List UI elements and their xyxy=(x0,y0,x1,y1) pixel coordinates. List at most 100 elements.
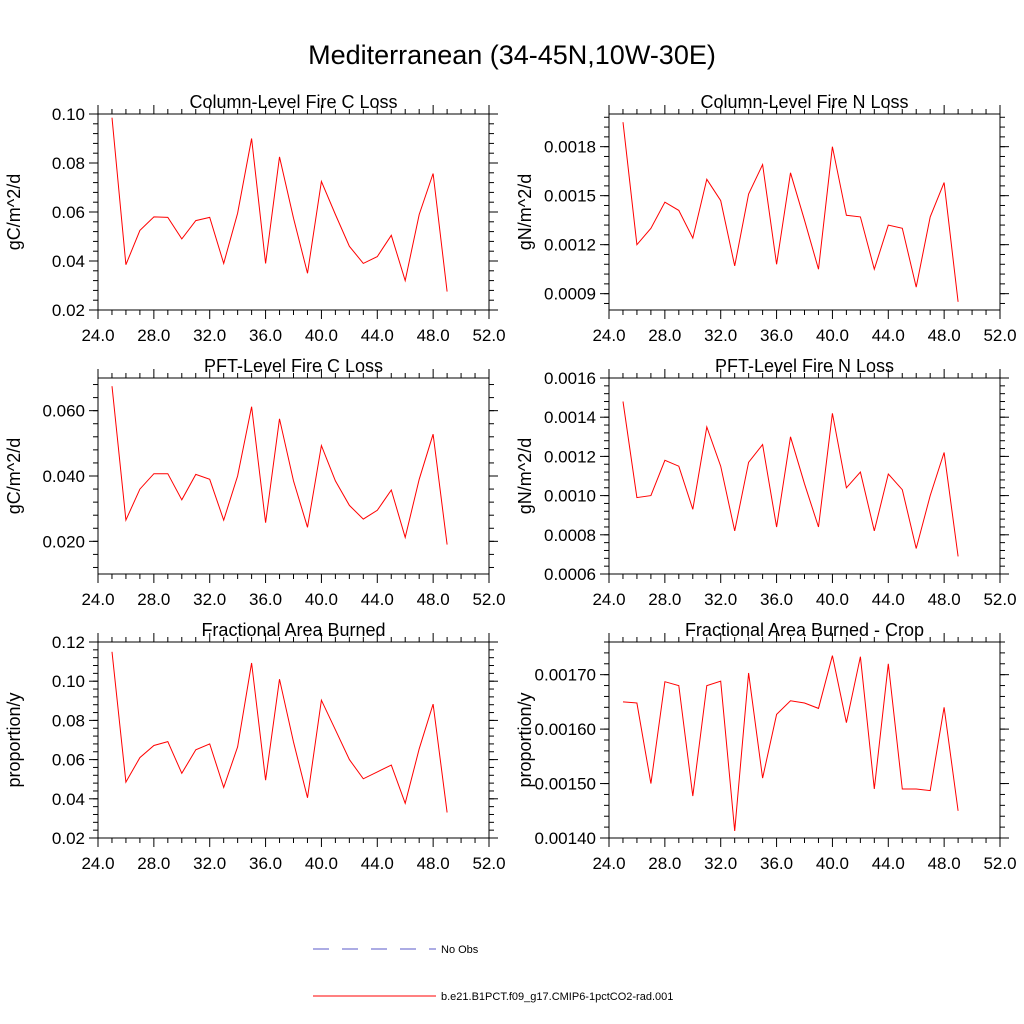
panel-2: Column-Level Fire N Loss gN/m^2/d 24.0 28.0… xyxy=(515,92,1017,345)
series-line xyxy=(622,122,959,302)
y-tick-label: 0.0015 xyxy=(544,187,596,206)
x-tick-label: 40.0 xyxy=(816,854,849,873)
y-tick-label: 0.0009 xyxy=(544,285,596,304)
x-tick-label: 24.0 xyxy=(592,854,625,873)
x-tick-label: 36.0 xyxy=(249,590,282,609)
y-axis-label: gN/m^2/d xyxy=(515,174,535,250)
panel-frame xyxy=(97,113,490,311)
y-tick-label: 0.10 xyxy=(52,105,85,124)
x-tick-label: 36.0 xyxy=(760,590,793,609)
x-tick-label: 28.0 xyxy=(648,590,681,609)
x-tick-label: 52.0 xyxy=(472,326,505,345)
y-tick-label: 0.020 xyxy=(42,532,85,551)
x-tick-label: 40.0 xyxy=(305,854,338,873)
x-tick-label: 36.0 xyxy=(760,854,793,873)
panel-frame xyxy=(97,377,490,575)
x-tick-label: 32.0 xyxy=(704,590,737,609)
y-tick-label: 0.0018 xyxy=(544,138,596,157)
y-tick-label: 0.0012 xyxy=(544,447,596,466)
y-axis-label: proportion/y xyxy=(515,692,535,787)
x-tick-label: 44.0 xyxy=(872,854,905,873)
x-tick-label: 52.0 xyxy=(472,590,505,609)
y-tick-label: 0.06 xyxy=(52,203,85,222)
x-tick-label: 24.0 xyxy=(592,326,625,345)
y-tick-label: 0.00160 xyxy=(535,720,596,739)
x-tick-label: 48.0 xyxy=(928,854,961,873)
y-tick-label: 0.0016 xyxy=(544,369,596,388)
x-tick-label: 28.0 xyxy=(137,590,170,609)
x-tick-label: 52.0 xyxy=(983,590,1016,609)
x-tick-label: 48.0 xyxy=(417,854,450,873)
panel-title: Fractional Area Burned - Crop xyxy=(685,620,924,640)
panel-title: Column-Level Fire C Loss xyxy=(189,92,397,112)
y-tick-label: 0.02 xyxy=(52,829,85,848)
x-tick-label: 32.0 xyxy=(704,854,737,873)
y-tick-label: 0.040 xyxy=(42,467,85,486)
y-tick-label: 0.08 xyxy=(52,711,85,730)
x-tick-label: 40.0 xyxy=(305,590,338,609)
series-line xyxy=(622,401,959,557)
x-tick-label: 28.0 xyxy=(648,326,681,345)
x-tick-label: 52.0 xyxy=(983,854,1016,873)
panel-title: Column-Level Fire N Loss xyxy=(700,92,908,112)
x-tick-label: 48.0 xyxy=(928,590,961,609)
x-tick-label: 32.0 xyxy=(193,326,226,345)
x-tick-label: 40.0 xyxy=(305,326,338,345)
panel-frame xyxy=(608,113,1001,311)
y-tick-label: 0.04 xyxy=(52,790,85,809)
x-tick-label: 24.0 xyxy=(81,854,114,873)
y-tick-label: 0.00170 xyxy=(535,666,596,685)
x-tick-label: 24.0 xyxy=(81,326,114,345)
x-tick-label: 36.0 xyxy=(249,326,282,345)
y-axis-label: gC/m^2/d xyxy=(4,438,24,514)
x-tick-label: 28.0 xyxy=(648,854,681,873)
x-tick-label: 40.0 xyxy=(816,590,849,609)
panel-title: Fractional Area Burned xyxy=(201,620,385,640)
panel-4: PFT-Level Fire N Loss gN/m^2/d 24.0 28.0 32.… xyxy=(515,356,1017,609)
y-tick-label: 0.04 xyxy=(52,252,85,271)
panel-title: PFT-Level Fire N Loss xyxy=(715,356,894,376)
x-tick-label: 36.0 xyxy=(249,854,282,873)
x-tick-label: 52.0 xyxy=(472,854,505,873)
panel-frame xyxy=(608,377,1001,575)
legend: No Obs b.e21.B1PCT.f09_g17.CMIP6-1pctCO2… xyxy=(313,944,673,1003)
y-tick-label: 0.00140 xyxy=(535,829,596,848)
panel-frame xyxy=(608,641,1001,839)
panel-title: PFT-Level Fire C Loss xyxy=(204,356,383,376)
y-tick-label: 0.0010 xyxy=(544,487,596,506)
x-tick-label: 48.0 xyxy=(417,590,450,609)
y-tick-label: 0.00150 xyxy=(535,775,596,794)
panel-3: PFT-Level Fire C Loss gC/m^2/d 24.0 28.0 32.… xyxy=(4,356,506,609)
legend-label-no-obs: No Obs xyxy=(441,944,479,956)
y-tick-label: 0.0008 xyxy=(544,526,596,545)
x-tick-label: 48.0 xyxy=(928,326,961,345)
series-line xyxy=(111,651,448,813)
y-axis-label: gN/m^2/d xyxy=(515,438,535,514)
y-tick-label: 0.0014 xyxy=(544,408,596,427)
x-tick-label: 32.0 xyxy=(704,326,737,345)
x-tick-label: 40.0 xyxy=(816,326,849,345)
x-tick-label: 32.0 xyxy=(193,590,226,609)
panel-1: Column-Level Fire C Loss gC/m^2/d 24.0 28.0… xyxy=(4,92,506,345)
series-line xyxy=(111,386,448,545)
x-tick-label: 48.0 xyxy=(417,326,450,345)
x-tick-label: 24.0 xyxy=(592,590,625,609)
panel-5: Fractional Area Burned proportion/y 24.0 28… xyxy=(4,620,506,873)
y-tick-label: 0.12 xyxy=(52,633,85,652)
y-tick-label: 0.10 xyxy=(52,672,85,691)
x-tick-label: 44.0 xyxy=(872,590,905,609)
y-axis-label: gC/m^2/d xyxy=(4,174,24,250)
x-tick-label: 24.0 xyxy=(81,590,114,609)
x-tick-label: 28.0 xyxy=(137,854,170,873)
y-tick-label: 0.0012 xyxy=(544,236,596,255)
y-tick-label: 0.0006 xyxy=(544,565,596,584)
y-tick-label: 0.06 xyxy=(52,751,85,770)
x-tick-label: 36.0 xyxy=(760,326,793,345)
x-tick-label: 44.0 xyxy=(361,326,394,345)
panels: Column-Level Fire C Loss gC/m^2/d 24.0 28.0… xyxy=(4,92,1017,873)
y-axis-label: proportion/y xyxy=(4,692,24,787)
y-tick-label: 0.060 xyxy=(42,402,85,421)
panel-6: Fractional Area Burned - Crop proportion/… xyxy=(515,620,1017,873)
x-tick-label: 44.0 xyxy=(361,854,394,873)
